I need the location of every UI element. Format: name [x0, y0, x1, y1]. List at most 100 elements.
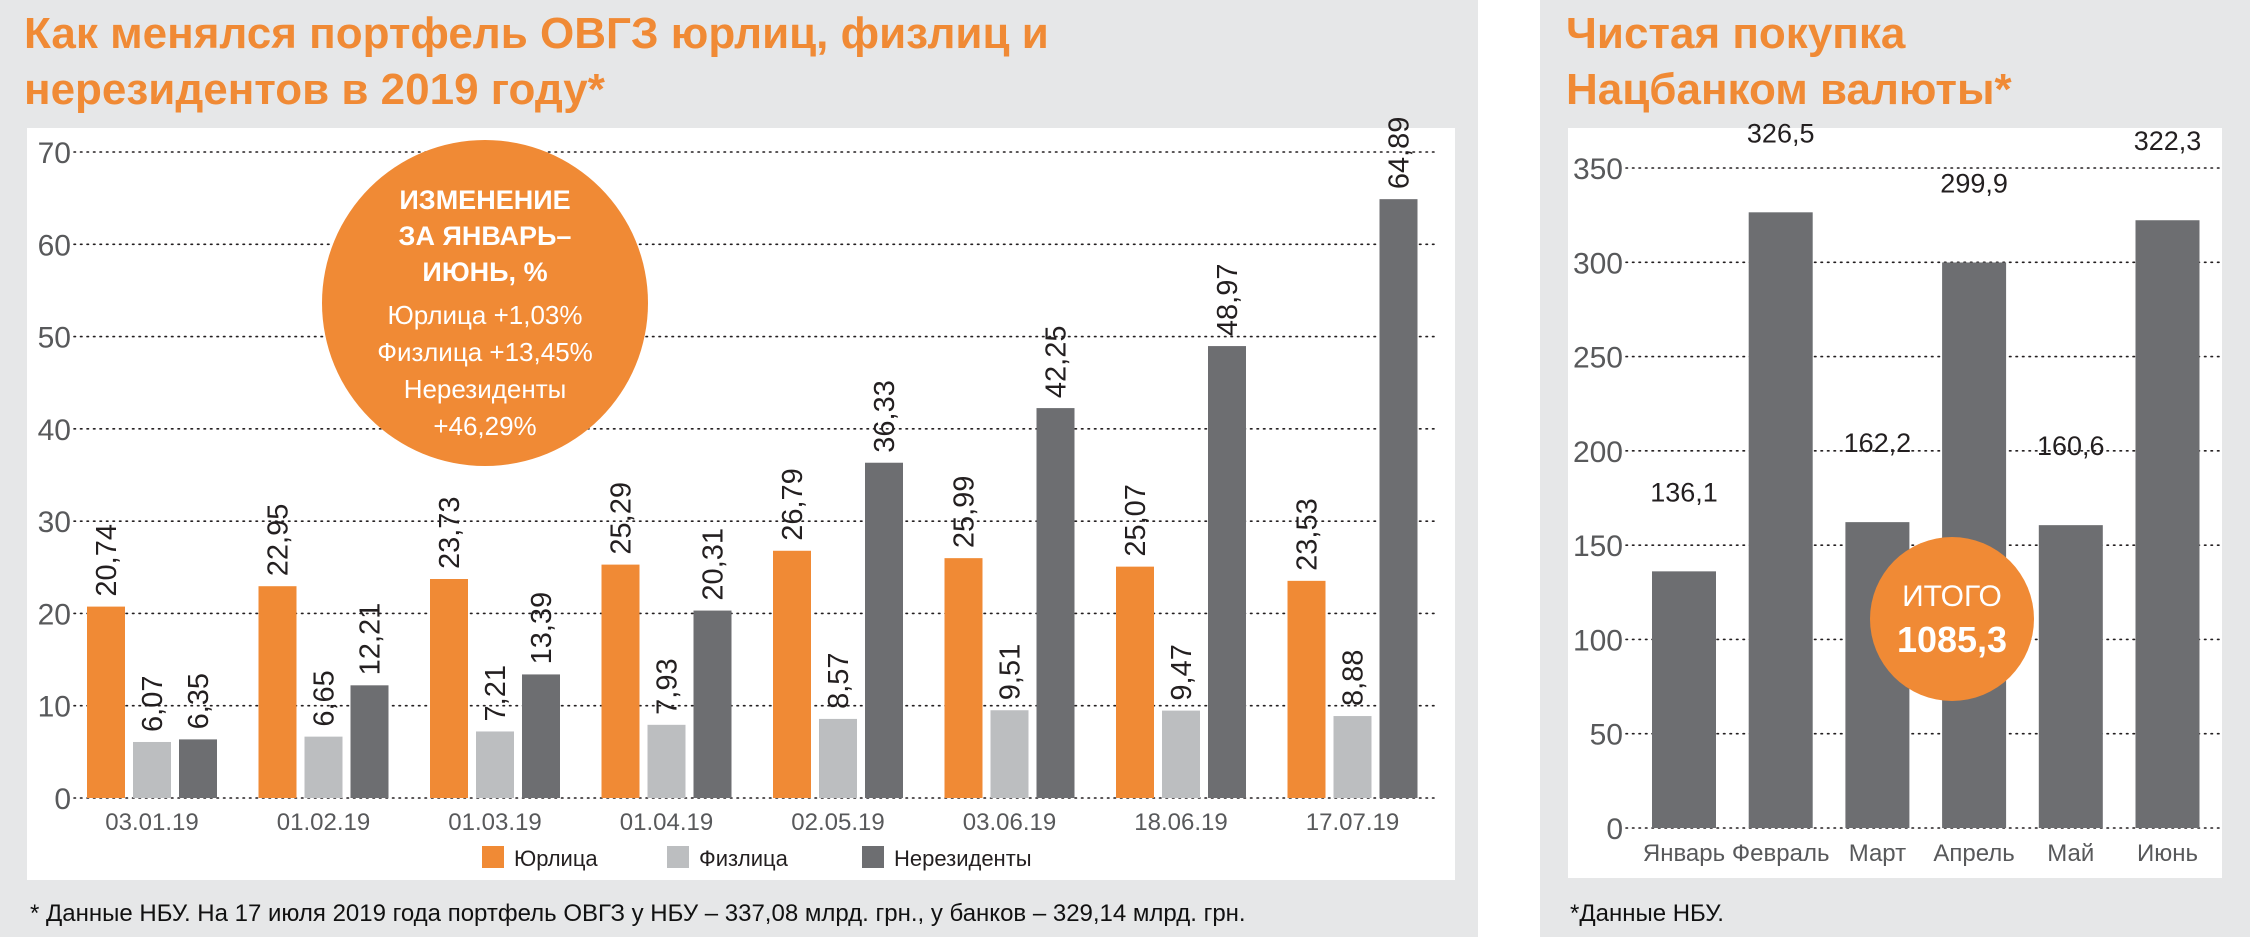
left-y-tick-label: 50 [38, 322, 71, 355]
left-bar-value-label: 64,89 [1384, 117, 1416, 190]
left-bar-nerezidenty [1036, 408, 1075, 798]
ovgz-bar-chart: 0 10 20 30 40 50 60 70 20,74 6,07 6,35 03.01.19 22,9… [38, 117, 1440, 871]
left-bar-value-label: 23,73 [434, 496, 466, 569]
left-chart-panel: Как менялся портфель ОВГЗ юрлиц, физлиц … [0, 0, 1478, 937]
right-x-tick-label: Апрель [1933, 840, 2014, 867]
left-bar-yurlica [773, 550, 811, 798]
left-title-line-2: нерезидентов в 2019 году* [24, 65, 605, 114]
right-y-tick-label: 150 [1573, 530, 1623, 563]
legend-swatch [482, 846, 504, 868]
legend-swatch [667, 846, 689, 868]
legend-label: Физлица [699, 846, 789, 871]
left-bar-value-label: 7,93 [652, 658, 684, 714]
callout-heading: ИЗМЕНЕНИЕ [399, 185, 570, 215]
left-bar-yurlica [1116, 566, 1154, 798]
left-bar-fizlica [476, 731, 514, 798]
right-bar [2038, 525, 2103, 828]
left-bar-value-label: 20,74 [91, 524, 123, 597]
left-plot-area: 0 10 20 30 40 50 60 70 20,74 6,07 6,35 03.01.19 22,9… [27, 117, 1455, 880]
left-bar-fizlica [819, 718, 857, 798]
left-footnote: * Данные НБУ. На 17 июля 2019 года портф… [30, 900, 1246, 927]
right-y-tick-label: 250 [1573, 342, 1623, 375]
left-y-tick-label: 10 [38, 691, 71, 724]
left-bar-nerezidenty [522, 674, 560, 798]
right-title-line-1: Чистая покупка [1566, 9, 1906, 58]
left-bar-nerezidenty [865, 462, 903, 798]
right-y-tick-label: 200 [1573, 436, 1623, 469]
right-bar-value-label: 326,5 [1747, 118, 1815, 148]
left-bar-fizlica [133, 741, 171, 798]
left-x-tick-label: 18.06.19 [1134, 809, 1227, 836]
left-bar-value-label: 8,88 [1338, 650, 1370, 706]
left-x-tick-label: 01.03.19 [448, 809, 541, 836]
left-x-tick-label: 03.01.19 [105, 809, 198, 836]
total-value: 1085,3 [1897, 619, 2007, 660]
left-bar-value-label: 26,79 [777, 468, 809, 541]
right-x-tick-label: Май [2047, 840, 2094, 867]
callout-line: +46,29% [433, 411, 536, 441]
callout-line: Нерезиденты [404, 374, 567, 404]
left-y-tick-label: 0 [54, 783, 71, 816]
left-bar-value-label: 7,21 [480, 665, 512, 721]
legend-label: Нерезиденты [894, 846, 1032, 871]
right-bar-value-label: 299,9 [1940, 168, 2008, 198]
left-bar-yurlica [430, 579, 468, 798]
left-bar-value-label: 25,07 [1120, 484, 1152, 557]
right-x-tick-label: Июнь [2137, 840, 2198, 867]
right-y-tick-label: 100 [1573, 624, 1623, 657]
legend-swatch [862, 846, 884, 868]
right-title-line-2: Нацбанком валюты* [1566, 65, 2012, 114]
right-bar [2135, 220, 2200, 829]
left-y-tick-label: 60 [38, 229, 71, 262]
left-chart-title: Как менялся портфель ОВГЗ юрлиц, физлиц … [24, 6, 1464, 118]
left-x-tick-label: 02.05.19 [791, 809, 884, 836]
right-chart-title: Чистая покупка Нацбанком валюты* [1566, 6, 2236, 118]
callout-line: Юрлица +1,03% [387, 300, 582, 330]
right-y-tick-label: 350 [1573, 153, 1623, 186]
left-y-tick-label: 70 [38, 137, 71, 170]
left-title-line-1: Как менялся портфель ОВГЗ юрлиц, физлиц … [24, 9, 1049, 58]
left-bar-value-label: 22,95 [263, 504, 295, 577]
left-bar-value-label: 42,25 [1041, 326, 1073, 399]
left-bar-value-label: 13,39 [526, 592, 558, 665]
legend-label: Юрлица [514, 846, 598, 871]
callout-heading: ИЮНЬ, % [422, 257, 547, 287]
total-label: ИТОГО [1902, 580, 2002, 613]
right-chart-panel: Чистая покупка Нацбанком валюты* 0 50 100 1… [1540, 0, 2250, 937]
right-x-tick-label: Февраль [1732, 840, 1830, 867]
callout-heading: ЗА ЯНВАРЬ– [399, 221, 572, 251]
right-plot-area: 0 50 100 150 200 250 300 350 136,1 Январь 326,5 Фев… [1568, 118, 2223, 878]
right-x-tick-label: Январь [1643, 840, 1725, 867]
callout-line: Физлица +13,45% [377, 337, 593, 367]
right-footnote: *Данные НБУ. [1570, 900, 1724, 927]
right-bar [1748, 212, 1813, 829]
left-bar-value-label: 12,21 [355, 603, 387, 676]
right-bar-value-label: 322,3 [2134, 126, 2202, 156]
right-y-tick-label: 50 [1590, 719, 1623, 752]
left-bar-nerezidenty [1208, 346, 1246, 798]
currency-purchase-bar-chart: 0 50 100 150 200 250 300 350 136,1 Январь 326,5 Фев… [1573, 118, 2223, 867]
left-bar-nerezidenty [1379, 199, 1418, 799]
left-bar-fizlica [1333, 716, 1372, 798]
left-bar-value-label: 9,47 [1166, 644, 1198, 700]
left-bar-yurlica [601, 564, 640, 798]
left-x-tick-label: 01.02.19 [277, 809, 370, 836]
right-bar-value-label: 160,6 [2037, 431, 2105, 461]
left-y-tick-label: 40 [38, 414, 71, 447]
left-bar-fizlica [1162, 710, 1200, 798]
left-bar-value-label: 8,57 [823, 652, 855, 708]
left-bar-yurlica [87, 606, 125, 798]
left-bar-value-label: 6,65 [309, 670, 341, 726]
left-bar-value-label: 23,53 [1292, 498, 1324, 571]
left-bar-value-label: 48,97 [1212, 263, 1244, 336]
left-bar-fizlica [647, 724, 686, 798]
left-bar-value-label: 20,31 [698, 528, 730, 601]
change-callout-circle [322, 140, 648, 466]
right-bar [1652, 571, 1716, 828]
left-y-tick-label: 30 [38, 506, 71, 539]
right-bar-value-label: 136,1 [1650, 477, 1718, 507]
left-bar-value-label: 6,07 [137, 676, 169, 732]
left-bar-yurlica [1287, 580, 1326, 798]
left-bar-nerezidenty [350, 685, 389, 798]
left-bar-value-label: 6,35 [183, 673, 215, 729]
